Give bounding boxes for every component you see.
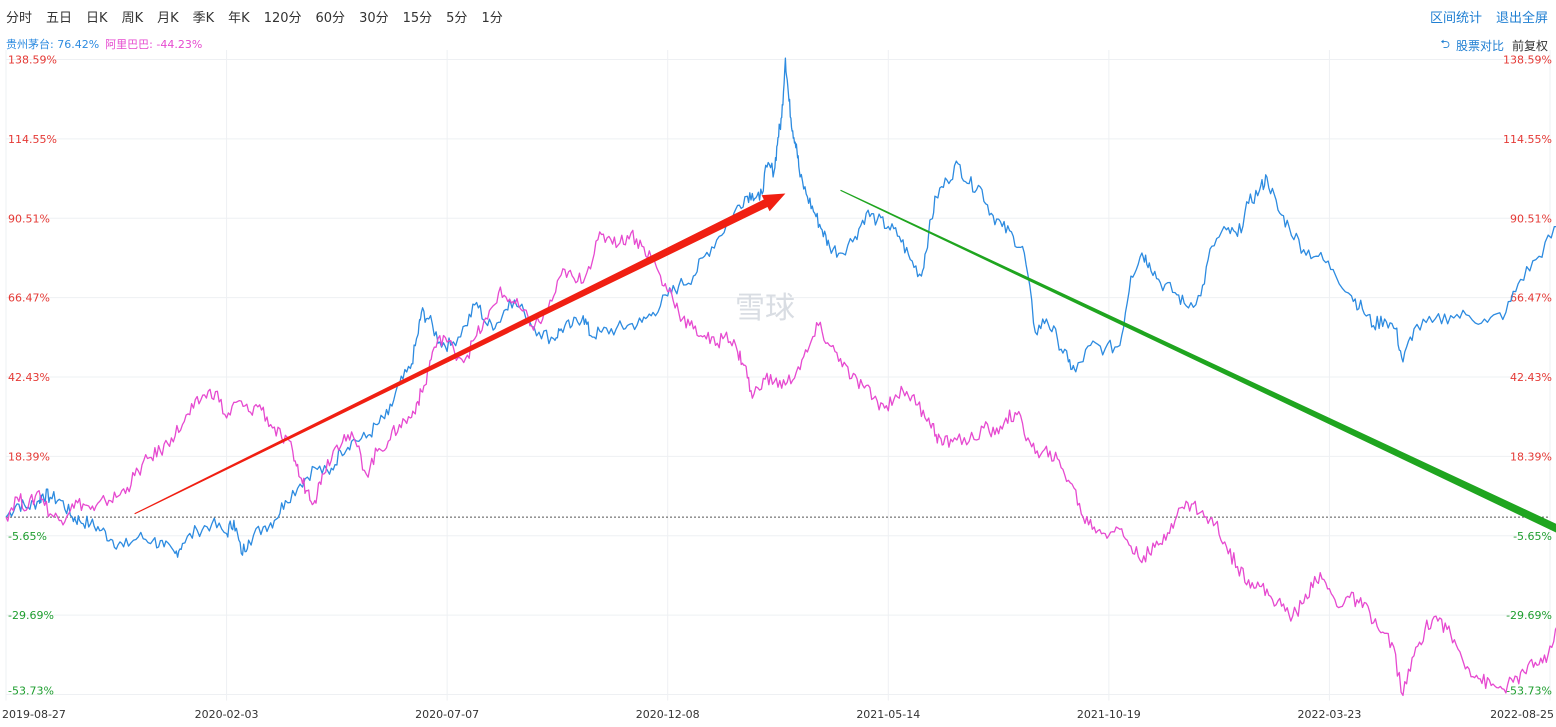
tab-1min[interactable]: 1分	[481, 11, 503, 26]
x-tick-label: 2019-08-27	[2, 708, 66, 721]
tab-15min[interactable]: 15分	[402, 11, 433, 26]
tab-monthly-k[interactable]: 月K	[157, 11, 179, 26]
series-line-moutai	[5, 57, 1556, 558]
y-tick-label-left: 138.59%	[8, 54, 57, 67]
y-tick-label-right: 18.39%	[1510, 450, 1552, 463]
y-tick-label-left: -53.73%	[8, 685, 54, 698]
tab-quarterly-k[interactable]: 季K	[192, 11, 215, 26]
y-tick-label-right: -5.65%	[1513, 530, 1552, 543]
y-tick-label-left: 66.47%	[8, 292, 50, 305]
x-tick-label: 2021-10-19	[1077, 708, 1141, 721]
y-tick-label-right: -29.69%	[1506, 609, 1552, 622]
period-tabs: 分时 五日 日K 周K 月K 季K 年K 120分 60分 30分 15分 5分…	[6, 7, 517, 26]
chart-toolbar: 分时 五日 日K 周K 月K 季K 年K 120分 60分 30分 15分 5分…	[0, 0, 1556, 32]
y-tick-label-left: -5.65%	[8, 530, 47, 543]
x-tick-label: 2022-08-25	[1490, 708, 1554, 721]
tab-yearly-k[interactable]: 年K	[228, 11, 250, 26]
exit-fullscreen-button[interactable]: 退出全屏	[1495, 11, 1548, 26]
toolbar-actions: 区间统计 退出全屏	[1416, 7, 1548, 26]
tab-5min[interactable]: 5分	[446, 11, 468, 26]
tab-30min[interactable]: 30分	[359, 11, 389, 26]
tab-intraday[interactable]: 分时	[6, 11, 33, 26]
y-tick-label-right: 90.51%	[1510, 212, 1552, 225]
y-tick-label-left: 42.43%	[8, 371, 50, 384]
adjustment-select[interactable]: 前复权	[1511, 39, 1548, 53]
legend-item-moutai: 贵州茅台: 76.42%	[6, 38, 100, 51]
tab-120min[interactable]: 120分	[263, 11, 302, 26]
watermark-logo: 雪球	[735, 291, 795, 326]
range-stats-button[interactable]: 区间统计	[1429, 11, 1482, 26]
x-tick-label: 2022-03-23	[1297, 708, 1361, 721]
tab-60min[interactable]: 60分	[315, 11, 346, 26]
x-tick-label: 2021-05-14	[856, 708, 920, 721]
y-tick-label-left: 90.51%	[8, 212, 50, 225]
series-line-alibaba	[5, 229, 1556, 697]
y-tick-label-left: -29.69%	[8, 609, 54, 622]
tab-five-day[interactable]: 五日	[46, 11, 73, 26]
swap-icon[interactable]: ⮌	[1440, 37, 1450, 51]
legend-item-alibaba: 阿里巴巴: -44.23%	[105, 38, 203, 51]
y-tick-label-right: 138.59%	[1503, 54, 1552, 67]
chart-legend: 贵州茅台: 76.42% 阿里巴巴: -44.23%	[6, 36, 208, 52]
y-tick-label-left: 18.39%	[8, 450, 50, 463]
x-tick-label: 2020-02-03	[195, 708, 259, 721]
tab-weekly-k[interactable]: 周K	[121, 11, 144, 26]
uptrend-arrow	[134, 193, 786, 515]
y-tick-label-right: -53.73%	[1506, 685, 1552, 698]
x-tick-label: 2020-07-07	[415, 708, 479, 721]
stock-compare-button[interactable]: 股票对比	[1455, 39, 1504, 53]
y-tick-label-right: 66.47%	[1510, 292, 1552, 305]
x-tick-label: 2020-12-08	[636, 708, 700, 721]
comparison-chart: 雪球 138.59% 114.55% 90.51% 66.47% 42.43% 18.39…	[2, 50, 1556, 721]
downtrend-arrow	[840, 189, 1556, 533]
tab-daily-k[interactable]: 日K	[86, 11, 108, 26]
y-tick-label-right: 42.43%	[1510, 371, 1552, 384]
y-tick-label-left: 114.55%	[8, 133, 57, 146]
compare-controls: ⮌ 股票对比 前复权	[1440, 35, 1548, 56]
y-tick-label-right: 114.55%	[1503, 133, 1552, 146]
